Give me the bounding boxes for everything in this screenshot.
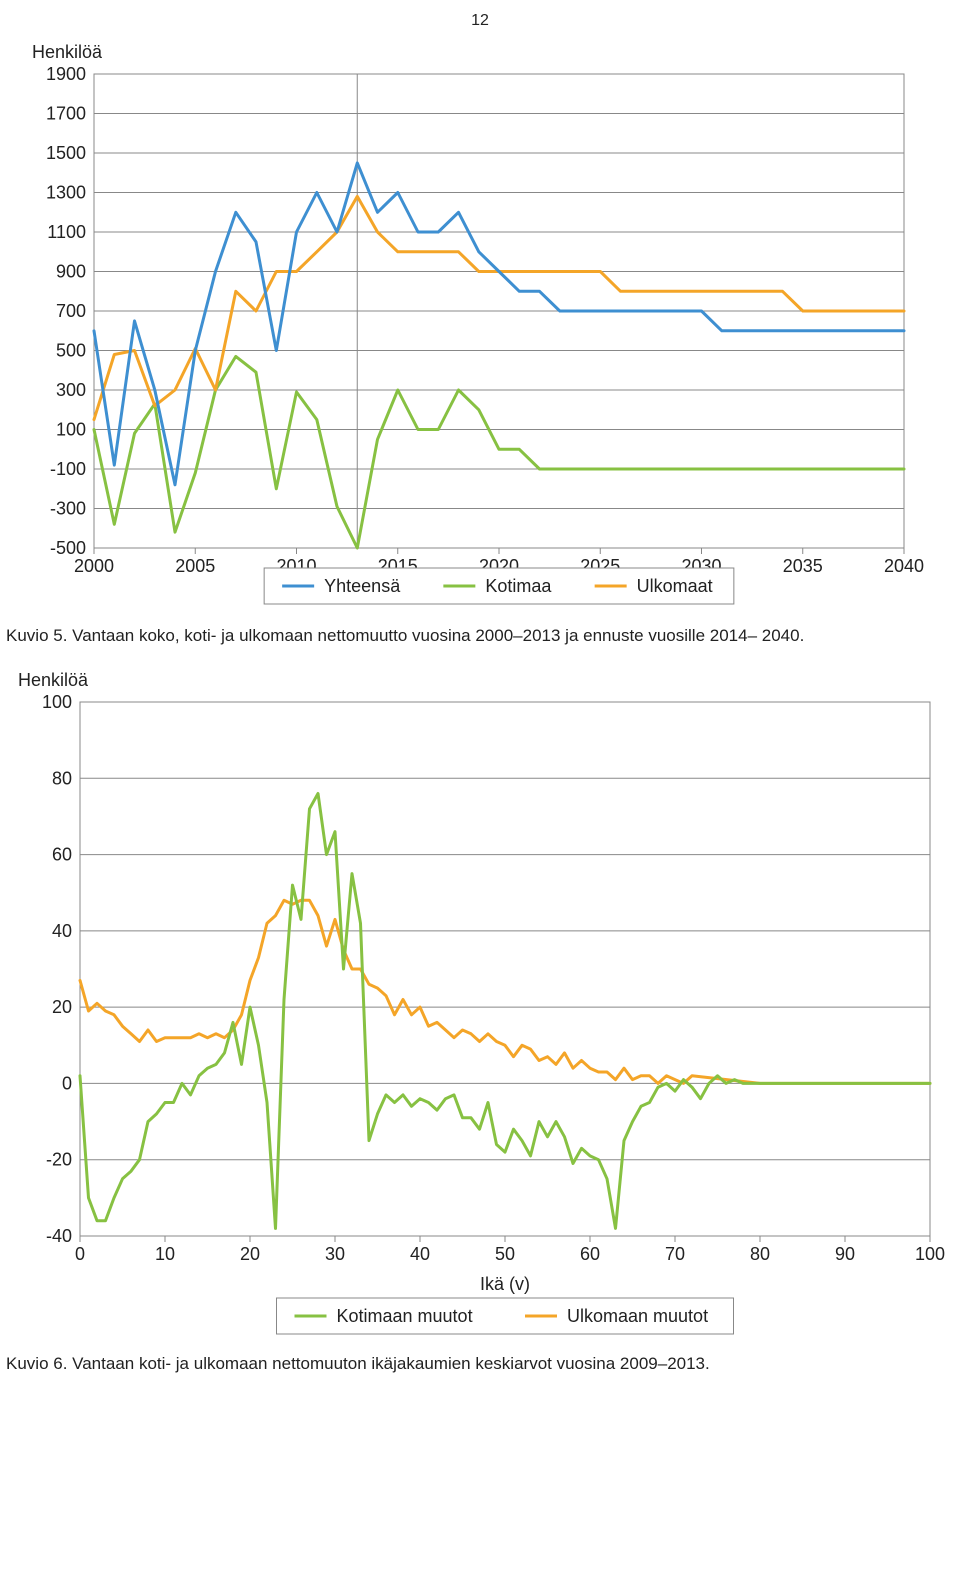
svg-text:-100: -100: [50, 459, 86, 479]
chart-1-container: Henkilöä -500 -300 -100 100 300 500 700 900 1100 1…: [24, 38, 924, 618]
svg-text:20: 20: [240, 1244, 260, 1264]
page-number: 12: [0, 0, 960, 38]
chart-1-svg: Henkilöä -500 -300 -100 100 300 500 700 900 1100 1…: [24, 38, 924, 618]
svg-text:1500: 1500: [46, 143, 86, 163]
svg-text:50: 50: [495, 1244, 515, 1264]
svg-text:100: 100: [56, 420, 86, 440]
svg-text:-300: -300: [50, 499, 86, 519]
svg-text:40: 40: [410, 1244, 430, 1264]
svg-text:Henkilöä: Henkilöä: [32, 42, 103, 62]
svg-text:300: 300: [56, 380, 86, 400]
svg-text:30: 30: [325, 1244, 345, 1264]
svg-text:90: 90: [835, 1244, 855, 1264]
svg-text:10: 10: [155, 1244, 175, 1264]
svg-text:900: 900: [56, 262, 86, 282]
svg-text:1700: 1700: [46, 104, 86, 124]
svg-text:80: 80: [52, 768, 72, 788]
svg-text:Ikä (v): Ikä (v): [480, 1274, 530, 1294]
svg-text:2000: 2000: [74, 556, 114, 576]
svg-text:1100: 1100: [47, 222, 86, 242]
svg-text:40: 40: [52, 921, 72, 941]
svg-text:Ulkomaat: Ulkomaat: [637, 576, 713, 596]
svg-text:80: 80: [750, 1244, 770, 1264]
chart-2-container: Henkilöä -40 -20 0 20 40 60 80 100 0 10 20 30 40 50 60 7…: [10, 666, 950, 1346]
svg-text:700: 700: [56, 301, 86, 321]
svg-text:0: 0: [75, 1244, 85, 1264]
svg-text:-500: -500: [50, 538, 86, 558]
svg-text:60: 60: [580, 1244, 600, 1264]
svg-text:500: 500: [56, 341, 86, 361]
svg-text:2040: 2040: [884, 556, 924, 576]
svg-text:2035: 2035: [783, 556, 823, 576]
svg-text:1300: 1300: [46, 183, 86, 203]
svg-text:Kotimaan muutot: Kotimaan muutot: [337, 1306, 473, 1326]
svg-text:0: 0: [62, 1073, 72, 1093]
caption-2: Kuvio 6. Vantaan koti- ja ulkomaan netto…: [6, 1346, 960, 1384]
svg-text:-20: -20: [46, 1150, 72, 1170]
svg-text:Ulkomaan muutot: Ulkomaan muutot: [567, 1306, 708, 1326]
svg-text:70: 70: [665, 1244, 685, 1264]
svg-text:100: 100: [915, 1244, 945, 1264]
svg-text:Yhteensä: Yhteensä: [324, 576, 401, 596]
svg-text:60: 60: [52, 845, 72, 865]
svg-text:1900: 1900: [46, 64, 86, 84]
svg-text:20: 20: [52, 997, 72, 1017]
svg-text:2005: 2005: [175, 556, 215, 576]
chart-2-svg: Henkilöä -40 -20 0 20 40 60 80 100 0 10 20 30 40 50 60 7…: [10, 666, 950, 1346]
svg-text:Henkilöä: Henkilöä: [18, 670, 89, 690]
svg-text:100: 100: [42, 692, 72, 712]
svg-text:-40: -40: [46, 1226, 72, 1246]
caption-1: Kuvio 5. Vantaan koko, koti- ja ulkomaan…: [6, 618, 960, 666]
svg-text:Kotimaa: Kotimaa: [485, 576, 552, 596]
